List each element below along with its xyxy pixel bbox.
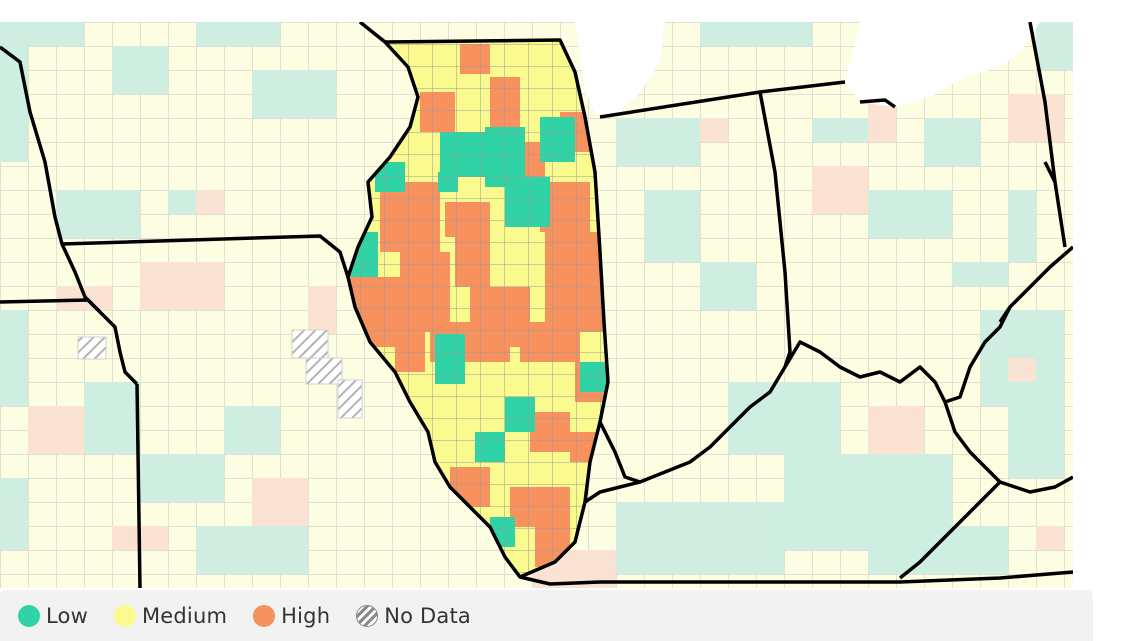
map-legend: Low Medium High No Data bbox=[0, 590, 1093, 641]
legend-item-low[interactable]: Low bbox=[18, 604, 88, 628]
no-data-counties bbox=[77, 329, 363, 419]
legend-label-medium: Medium bbox=[141, 603, 228, 628]
great-lakes bbox=[575, 22, 1040, 117]
legend-label-low: Low bbox=[46, 603, 88, 628]
medium-swatch-icon bbox=[113, 604, 136, 627]
legend-item-high[interactable]: High bbox=[253, 604, 330, 628]
low-swatch-icon bbox=[18, 604, 40, 627]
legend-item-no-data[interactable]: No Data bbox=[356, 604, 471, 628]
legend-label-high: High bbox=[281, 603, 331, 628]
no-data-swatch-icon bbox=[356, 604, 379, 627]
high-swatch-icon bbox=[253, 604, 276, 627]
legend-item-medium[interactable]: Medium bbox=[113, 603, 228, 628]
legend-label-no-data: No Data bbox=[384, 603, 471, 628]
state-borders bbox=[0, 22, 1073, 588]
community-level-map[interactable] bbox=[0, 22, 1073, 588]
